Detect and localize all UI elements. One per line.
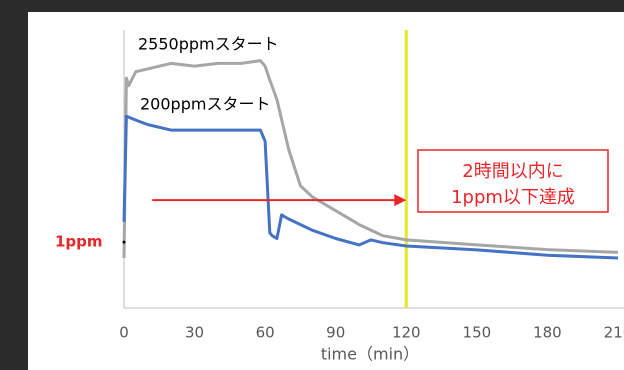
x-tick-label: 180	[533, 324, 562, 342]
level-marker	[122, 240, 126, 244]
callout-box	[417, 149, 609, 213]
series-label: 200ppmスタート	[140, 95, 270, 114]
series-line	[122, 114, 619, 260]
x-tick-label: 60	[256, 324, 275, 342]
x-tick-label: 120	[392, 324, 421, 342]
series-line	[122, 59, 619, 259]
arrow-head	[394, 194, 407, 207]
x-tick-label: 30	[185, 324, 204, 342]
x-tick-label: 150	[463, 324, 492, 342]
x-tick-label: 0	[119, 324, 129, 342]
callout-text: 2時間以内に	[462, 161, 563, 182]
x-tick-label: 210	[604, 324, 624, 342]
callout-text: 1ppm以下達成	[451, 187, 575, 208]
level-label: 1ppm	[55, 233, 103, 251]
x-tick-label: 90	[326, 324, 345, 342]
x-axis-label: time（min）	[321, 345, 419, 364]
series-label: 2550ppmスタート	[138, 35, 279, 54]
